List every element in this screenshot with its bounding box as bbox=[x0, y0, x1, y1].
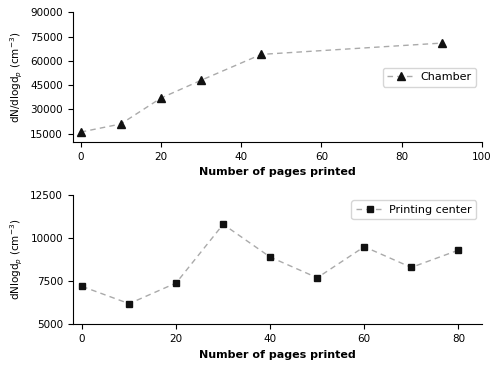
Line: Chamber: Chamber bbox=[76, 39, 446, 136]
Printing center bbox=[314, 276, 320, 280]
Printing center bbox=[362, 244, 368, 249]
Printing center bbox=[173, 281, 179, 285]
Legend: Printing center: Printing center bbox=[352, 201, 476, 219]
Printing center bbox=[408, 265, 414, 270]
X-axis label: Number of pages printed: Number of pages printed bbox=[199, 167, 356, 177]
Line: Printing center: Printing center bbox=[78, 221, 462, 307]
Y-axis label: dNlogd$_p$ (cm$^{-3}$): dNlogd$_p$ (cm$^{-3}$) bbox=[8, 219, 24, 300]
Chamber bbox=[78, 130, 84, 134]
Y-axis label: dN/dlogd$_p$ (cm$^{-3}$): dN/dlogd$_p$ (cm$^{-3}$) bbox=[8, 31, 24, 123]
Chamber bbox=[158, 96, 164, 100]
Printing center bbox=[126, 301, 132, 306]
X-axis label: Number of pages printed: Number of pages printed bbox=[199, 350, 356, 360]
Printing center bbox=[267, 255, 273, 259]
Chamber bbox=[258, 52, 264, 57]
Chamber bbox=[438, 41, 444, 45]
Chamber bbox=[118, 122, 124, 126]
Legend: Chamber: Chamber bbox=[383, 68, 476, 86]
Chamber bbox=[198, 78, 204, 82]
Printing center bbox=[456, 248, 462, 252]
Printing center bbox=[79, 284, 85, 289]
Printing center bbox=[220, 222, 226, 226]
